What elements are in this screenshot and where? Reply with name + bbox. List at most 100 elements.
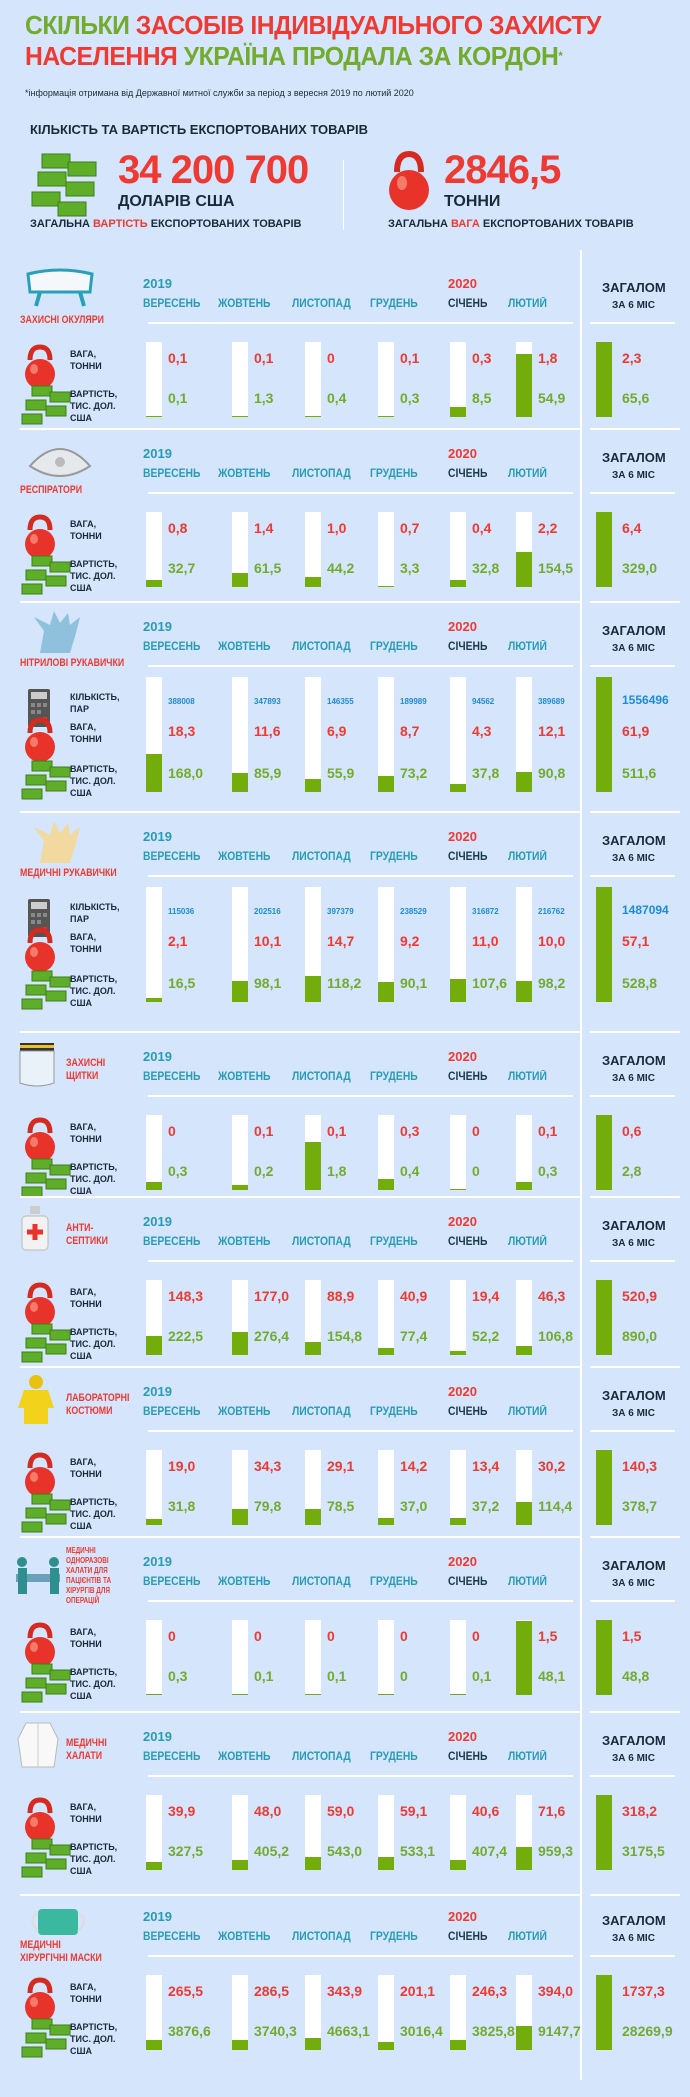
value-value: 77,4 xyxy=(400,1328,428,1344)
month-label: ГРУДЕНЬ xyxy=(370,1236,418,1248)
value-value: 32,7 xyxy=(168,560,196,576)
month-bar xyxy=(378,1620,394,1695)
value-value: 0,4 xyxy=(327,390,347,406)
value-value: 0,3 xyxy=(168,1668,188,1684)
weight-total: 57,1 xyxy=(622,933,650,949)
product-section: МЕДИЧНІ РУКАВИЧКИ 2019 2020 ВЕРЕСЕНЬ ЖОВТЕНЬ… xyxy=(0,815,690,1033)
weight-total: 520,9 xyxy=(622,1288,658,1304)
product-name: МЕДИЧНІ ХІРУРГІЧНІ МАСКИ xyxy=(20,1939,102,1964)
month-label: ЛЮТИЙ xyxy=(508,1576,547,1588)
weight-value: 246,3 xyxy=(472,1983,508,1999)
total-value-caption: ЗАГАЛЬНА ВАРТІСТЬ ЕКСПОРТОВАНИХ ТОВАРІВ xyxy=(30,218,301,230)
row-label: ВАГА, ТОННИ xyxy=(70,349,102,371)
month-bar xyxy=(450,1975,466,2050)
header-rule xyxy=(590,1095,675,1097)
weight-value: 265,5 xyxy=(168,1983,204,1999)
month-bar xyxy=(450,1280,466,1355)
month-bar xyxy=(516,512,532,587)
month-label: СІЧЕНЬ xyxy=(448,1576,488,1588)
weight-value: 40,6 xyxy=(472,1803,500,1819)
weight-value: 12,1 xyxy=(538,723,566,739)
product-name: ЛАБОРАТОРНІ КОСТЮМИ xyxy=(66,1392,130,1417)
month-bar xyxy=(516,1115,532,1190)
caption-part: ЗАГАЛЬНА xyxy=(30,218,94,230)
month-label: ЛИСТОПАД xyxy=(292,1236,351,1248)
qty-value: 397379 xyxy=(327,907,354,916)
caption-highlight: ВАРТІСТЬ xyxy=(93,218,148,230)
weight-value: 0 xyxy=(327,350,335,366)
month-bar xyxy=(146,1795,162,1870)
weight-value: 59,1 xyxy=(400,1803,428,1819)
total-label: ЗАГАЛОМ xyxy=(602,450,666,465)
money-stack-icon xyxy=(20,1492,72,1543)
product-section: ЗАХИСНІ ОКУЛЯРИ 2019 2020 ВЕРЕСЕНЬ ЖОВТЕНЬ ЛИ… xyxy=(0,262,690,430)
weight-value: 9,2 xyxy=(400,933,420,949)
month-bar-fill xyxy=(450,407,466,417)
weight-value: 14,7 xyxy=(327,933,355,949)
month-label: ГРУДЕНЬ xyxy=(370,641,418,653)
month-bar-fill xyxy=(516,1181,532,1190)
value-value: 4663,1 xyxy=(327,2023,370,2039)
product-name: АНТИ- СЕПТИКИ xyxy=(66,1222,108,1247)
section-divider xyxy=(20,1711,580,1713)
header-rule xyxy=(148,322,573,324)
month-bar-fill xyxy=(232,1509,248,1525)
product-name: ЗАХИСНІ ОКУЛЯРИ xyxy=(20,314,104,326)
row-label: ВАГА, ТОННИ xyxy=(70,1287,102,1309)
month-label: ГРУДЕНЬ xyxy=(370,1576,418,1588)
section-divider xyxy=(20,811,580,813)
value-value: 90,1 xyxy=(400,975,428,991)
month-bar-fill xyxy=(232,572,248,587)
caption-highlight: ВАГА xyxy=(451,218,480,230)
row-label: ВАРТІСТЬ, ТИС. ДОЛ. США xyxy=(70,1667,118,1701)
page-title: СКІЛЬКИ ЗАСОБІВ ІНДИВІДУАЛЬНОГО ЗАХИСТУ … xyxy=(25,10,601,72)
month-bar-fill xyxy=(305,1341,321,1355)
summary-divider xyxy=(343,160,344,230)
value-value: 168,0 xyxy=(168,765,204,781)
month-bar-fill xyxy=(232,1184,248,1190)
weight-value: 30,2 xyxy=(538,1458,566,1474)
month-bar xyxy=(516,1975,532,2050)
month-label: ВЕРЕСЕНЬ xyxy=(143,1751,201,1763)
month-bar xyxy=(516,1620,532,1695)
header-rule xyxy=(148,1600,573,1602)
month-bar xyxy=(232,1620,248,1695)
row-label: ВАГА, ТОННИ xyxy=(70,1627,102,1649)
kettlebell-icon xyxy=(20,514,72,565)
value-value: 959,3 xyxy=(538,1843,574,1859)
month-bar xyxy=(305,1795,321,1870)
value-value: 32,8 xyxy=(472,560,500,576)
month-label: СІЧЕНЬ xyxy=(448,468,488,480)
month-bar-fill xyxy=(378,1348,394,1355)
month-bar xyxy=(378,512,394,587)
weight-value: 394,0 xyxy=(538,1983,574,1999)
total-bar xyxy=(596,887,612,1002)
value-value: 79,8 xyxy=(254,1498,282,1514)
total-bar xyxy=(596,1975,612,2050)
month-bar-fill xyxy=(378,2042,394,2050)
weight-value: 0,1 xyxy=(254,1123,274,1139)
value-value: 0,1 xyxy=(327,1668,347,1684)
qty-value: 146355 xyxy=(327,697,354,706)
month-bar-fill xyxy=(378,1693,394,1695)
year-label: 2019 xyxy=(143,1554,172,1569)
month-bar xyxy=(305,1115,321,1190)
qty-value: 94562 xyxy=(472,697,495,706)
year-label: 2020 xyxy=(448,446,477,461)
month-label: ГРУДЕНЬ xyxy=(370,1071,418,1083)
month-label: ЖОВТЕНЬ xyxy=(218,1751,271,1763)
weight-value: 0,1 xyxy=(168,350,188,366)
value-value: 54,9 xyxy=(538,390,566,406)
value-value: 98,1 xyxy=(254,975,282,991)
value-value: 0 xyxy=(472,1163,480,1179)
month-bar xyxy=(232,512,248,587)
section-divider xyxy=(590,1196,680,1198)
header-rule xyxy=(148,875,573,877)
weight-value: 1,4 xyxy=(254,520,274,536)
qty-value: 202516 xyxy=(254,907,281,916)
value-value: 0,3 xyxy=(538,1163,558,1179)
value-value: 154,5 xyxy=(538,560,574,576)
total-label: ЗАГАЛОМ xyxy=(602,1913,666,1928)
month-bar xyxy=(516,1280,532,1355)
weight-value: 0,4 xyxy=(472,520,492,536)
